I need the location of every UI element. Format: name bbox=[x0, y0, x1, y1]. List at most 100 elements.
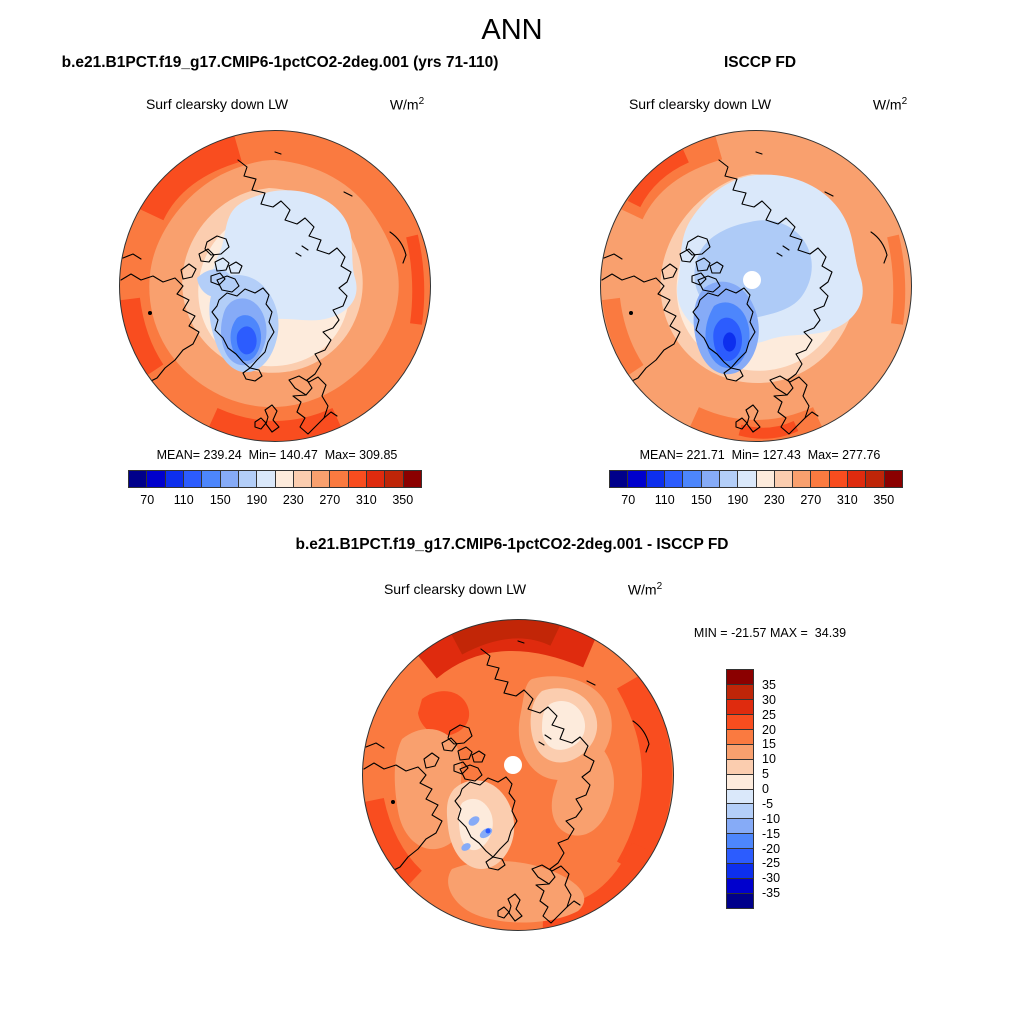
colorbar-cell bbox=[774, 471, 794, 487]
colorbar-cell bbox=[727, 894, 753, 908]
colorbar-cell bbox=[727, 864, 753, 880]
colorbar-tick-label: 35 bbox=[762, 677, 776, 692]
colorbar-cell bbox=[727, 819, 753, 835]
colorbar-cell bbox=[701, 471, 720, 487]
colorbar-tick-label: 270 bbox=[800, 493, 822, 507]
colorbar-tick-label: -20 bbox=[762, 841, 781, 856]
map-rim bbox=[362, 619, 674, 931]
colorbar-tick-label: 310 bbox=[355, 493, 377, 507]
colorbar-cell bbox=[756, 471, 775, 487]
colorbar-tick-label: 230 bbox=[282, 493, 304, 507]
colorbar-cell bbox=[727, 774, 753, 790]
colorbar-tick-label: 190 bbox=[246, 493, 268, 507]
model-stats: MEAN= 239.24 Min= 140.47 Max= 309.85 bbox=[156, 448, 398, 462]
model-polar-map bbox=[119, 130, 431, 442]
colorbar-tick-label: 150 bbox=[690, 493, 712, 507]
colorbar-cell bbox=[257, 471, 276, 487]
colorbar-cell bbox=[202, 471, 221, 487]
colorbar-tick-label: 310 bbox=[836, 493, 858, 507]
colorbar-tick-label: 5 bbox=[762, 767, 769, 782]
colorbar-cell bbox=[220, 471, 239, 487]
colorbar-cell bbox=[664, 471, 684, 487]
diff-minmax: MIN = -21.57 MAX = 34.39 bbox=[693, 626, 847, 640]
colorbar-tick-label: -5 bbox=[762, 796, 774, 811]
colorbar-cell bbox=[727, 714, 753, 730]
diff-colorbar-labels: 35 30 25 20 15 10 5 0 -5 -10 -15 -20 -25 -30 -35 bbox=[762, 670, 802, 908]
colorbar-tick-label: -35 bbox=[762, 886, 781, 901]
colorbar-tick-label: 0 bbox=[762, 782, 769, 796]
colorbar-cell bbox=[829, 471, 849, 487]
colorbar-cell bbox=[275, 471, 294, 487]
diff-units-label: W/m2 bbox=[627, 581, 663, 598]
model-field-label: Surf clearsky down LW bbox=[145, 96, 289, 112]
colorbar-tick-label: -15 bbox=[762, 826, 781, 841]
obs-colorbar-ticks: 70 110 150 190 230 270 310 350 bbox=[610, 493, 902, 509]
colorbar-tick-label: 190 bbox=[727, 493, 749, 507]
diff-polar-map bbox=[362, 619, 674, 931]
colorbar-cell bbox=[884, 471, 902, 487]
colorbar-cell bbox=[727, 834, 753, 850]
colorbar-tick-label: 70 bbox=[140, 493, 155, 507]
missing-data-pole-dot bbox=[743, 271, 761, 289]
colorbar-cell bbox=[683, 471, 702, 487]
model-units-label: W/m2 bbox=[389, 96, 425, 113]
colorbar-cell bbox=[793, 471, 812, 487]
colorbar-tick-label: 20 bbox=[762, 722, 776, 737]
colorbar-cell bbox=[719, 471, 739, 487]
obs-panel-header: ISCCP FD bbox=[723, 54, 797, 71]
colorbar-cell bbox=[727, 729, 753, 745]
obs-field-label: Surf clearsky down LW bbox=[628, 96, 772, 112]
colorbar-tick-label: 110 bbox=[654, 493, 675, 507]
colorbar-cell bbox=[367, 471, 386, 487]
colorbar-cell bbox=[727, 879, 753, 895]
colorbar-cell bbox=[727, 670, 753, 685]
colorbar-tick-label: 350 bbox=[873, 493, 895, 507]
colorbar-tick-label: 70 bbox=[621, 493, 636, 507]
colorbar-cell bbox=[727, 804, 753, 820]
colorbar-cell bbox=[646, 471, 665, 487]
colorbar-tick-label: 230 bbox=[763, 493, 785, 507]
colorbar-cell bbox=[147, 471, 166, 487]
colorbar-tick-label: -30 bbox=[762, 871, 781, 886]
colorbar-cell bbox=[727, 789, 753, 805]
colorbar-cell bbox=[312, 471, 331, 487]
obs-units-label: W/m2 bbox=[872, 96, 908, 113]
model-colorbar bbox=[128, 470, 422, 488]
colorbar-cell bbox=[385, 471, 404, 487]
obs-colorbar bbox=[609, 470, 903, 488]
colorbar-cell bbox=[610, 471, 629, 487]
colorbar-cell bbox=[738, 471, 757, 487]
colorbar-cell bbox=[403, 471, 421, 487]
map-rim bbox=[600, 130, 912, 442]
colorbar-tick-label: 350 bbox=[392, 493, 414, 507]
colorbar-tick-label: 15 bbox=[762, 737, 776, 752]
colorbar-cell bbox=[129, 471, 148, 487]
obs-stats: MEAN= 221.71 Min= 127.43 Max= 277.76 bbox=[639, 448, 881, 462]
colorbar-tick-label: 110 bbox=[173, 493, 194, 507]
obs-polar-map bbox=[600, 130, 912, 442]
colorbar-cell bbox=[628, 471, 647, 487]
colorbar-cell bbox=[330, 471, 349, 487]
colorbar-cell bbox=[165, 471, 184, 487]
map-rim bbox=[119, 130, 431, 442]
colorbar-tick-label: -10 bbox=[762, 811, 781, 826]
missing-data-pole-dot bbox=[504, 756, 522, 774]
model-colorbar-ticks: 70 110 150 190 230 270 310 350 bbox=[129, 493, 421, 509]
colorbar-tick-label: 10 bbox=[762, 752, 776, 767]
colorbar-cell bbox=[727, 759, 753, 775]
colorbar-cell bbox=[727, 744, 753, 760]
colorbar-tick-label: 30 bbox=[762, 692, 776, 707]
model-panel-header: b.e21.B1PCT.f19_g17.CMIP6-1pctCO2-2deg.0… bbox=[61, 54, 499, 71]
colorbar-cell bbox=[293, 471, 313, 487]
colorbar-tick-label: -25 bbox=[762, 856, 781, 871]
colorbar-cell bbox=[238, 471, 258, 487]
colorbar-cell bbox=[866, 471, 885, 487]
colorbar-cell bbox=[348, 471, 368, 487]
diff-field-label: Surf clearsky down LW bbox=[383, 581, 527, 597]
colorbar-tick-label: 25 bbox=[762, 707, 776, 722]
colorbar-cell bbox=[183, 471, 203, 487]
colorbar-cell bbox=[811, 471, 830, 487]
colorbar-cell bbox=[727, 684, 753, 700]
colorbar-cell bbox=[727, 849, 753, 865]
